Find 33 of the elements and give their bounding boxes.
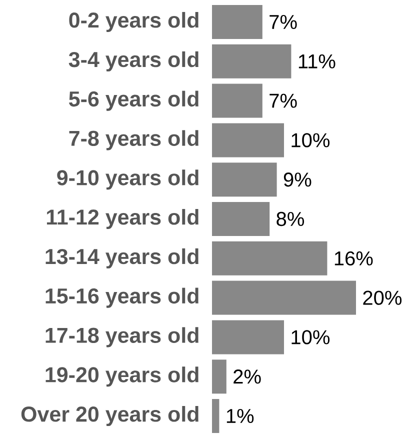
data-label: 8%	[276, 212, 304, 226]
y-tick-label: 7-8 years old	[69, 130, 198, 150]
y-tick-label: 19-20 years old	[46, 366, 198, 387]
bar	[212, 241, 328, 276]
bar	[212, 84, 262, 118]
y-tick-label: 15-16 years old	[46, 288, 198, 308]
bar	[212, 360, 226, 394]
y-tick-label: 0-2 years old	[69, 12, 198, 32]
data-label: 1%	[226, 409, 254, 424]
data-label: 16%	[334, 251, 373, 266]
data-label: 2%	[234, 370, 261, 384]
y-tick-label: 13-14 years old	[46, 248, 198, 268]
data-label: 10%	[292, 330, 330, 344]
data-label: 7%	[270, 94, 297, 108]
data-label: 10%	[292, 133, 330, 148]
bar	[212, 280, 356, 315]
bar	[212, 399, 220, 434]
bar	[212, 5, 262, 39]
bar	[212, 44, 292, 78]
y-tick-label: Over 20 years old	[21, 406, 198, 426]
data-label: 9%	[284, 172, 312, 187]
y-tick-label: 3-4 years old	[68, 51, 198, 72]
bar	[212, 320, 284, 354]
bar	[212, 162, 277, 197]
y-tick-label: 11-12 years old	[46, 208, 198, 230]
y-tick-label: 9-10 years old	[57, 170, 198, 190]
data-label: 20%	[363, 290, 402, 305]
data-label: 7%	[270, 15, 297, 30]
bar	[212, 123, 284, 158]
y-tick-label: 17-18 years old	[46, 327, 198, 348]
bar	[212, 202, 270, 236]
data-label: 11%	[298, 54, 336, 68]
y-tick-label: 5-6 years old	[69, 90, 198, 111]
